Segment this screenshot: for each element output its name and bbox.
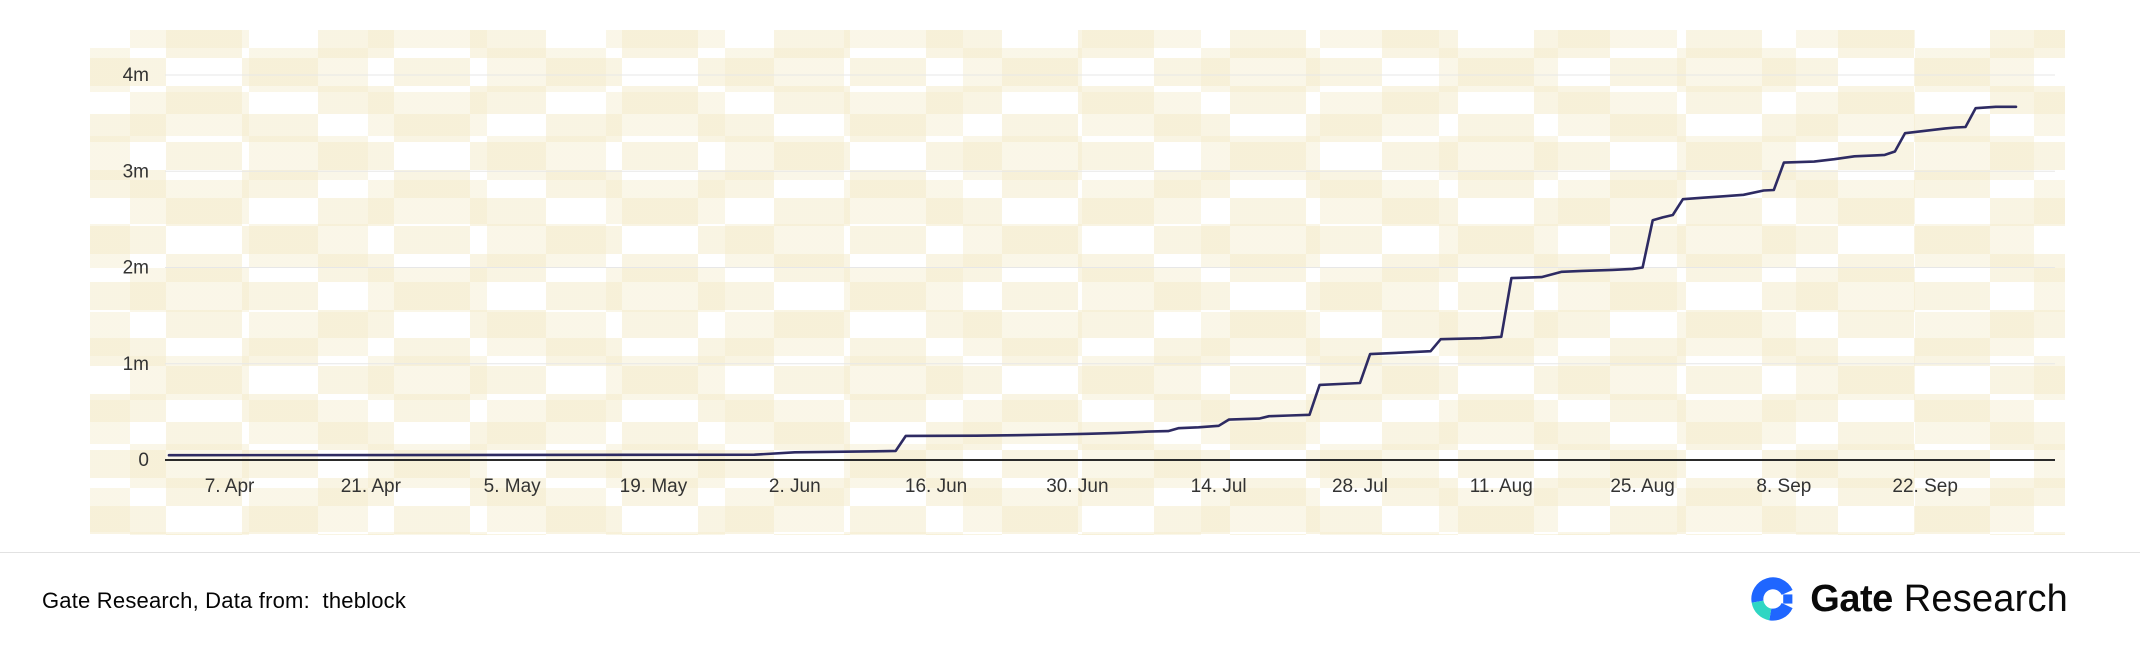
x-tick-label: 8. Sep (1756, 476, 1811, 497)
source-text: Gate Research, Data from: theblock (42, 588, 407, 613)
x-tick-label: 19. May (620, 476, 688, 497)
x-tick-label: 2. Jun (769, 476, 821, 497)
y-tick-label: 3m (123, 161, 149, 182)
x-tick-label: 16. Jun (905, 476, 967, 497)
line-chart: 0 1m 2m 3m 4m 7. Apr 21. Apr 5. May 19. May 2. Ju… (123, 65, 2055, 497)
brand-name-bold: Gate (1810, 577, 1893, 620)
x-tick-label: 11. Aug (1470, 476, 1533, 497)
x-tick-label: 22. Sep (1892, 476, 1958, 497)
gate-logo-icon (1751, 577, 1793, 621)
chart-container: 0 1m 2m 3m 4m 7. Apr 21. Apr 5. May 19. May 2. Ju… (90, 30, 2065, 535)
footer-divider (0, 552, 2140, 553)
x-tick-label: 30. Jun (1046, 476, 1108, 497)
brand-name-light: Research (1903, 577, 2068, 620)
x-tick-label: 7. Apr (205, 476, 255, 497)
y-tick-label: 2m (123, 258, 149, 279)
y-tick-label: 4m (123, 65, 149, 86)
x-tick-label: 25. Aug (1610, 476, 1674, 497)
x-tick-label: 21. Apr (341, 476, 402, 497)
x-tick-label: 28. Jul (1332, 476, 1388, 497)
x-tick-label: 5. May (484, 476, 542, 497)
data-line (167, 105, 2018, 457)
brand: Gate Research (1748, 574, 2068, 624)
chart-watermark-pattern (90, 30, 2065, 535)
y-tick-label: 0 (138, 450, 149, 471)
brand-wordmark: Gate Research (1810, 578, 2068, 621)
y-tick-label: 1m (123, 354, 149, 375)
x-tick-label: 14. Jul (1191, 476, 1247, 497)
